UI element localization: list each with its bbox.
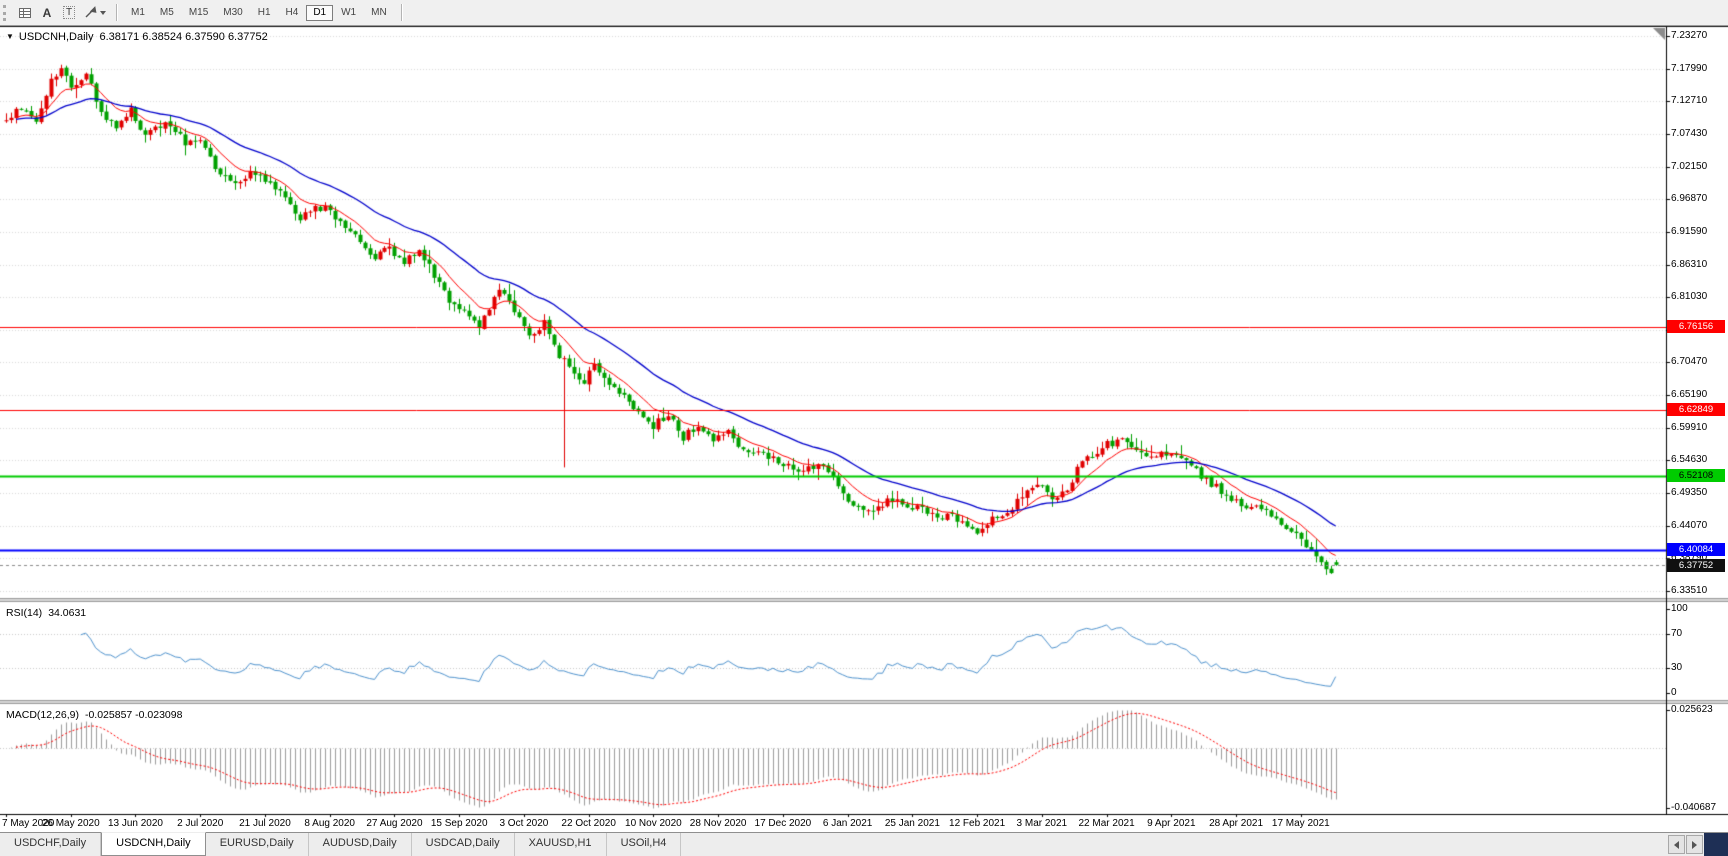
price-axis-label: 6.54630 <box>1671 454 1708 466</box>
hline-price-badge: 6.52108 <box>1667 469 1725 482</box>
date-axis-label: 17 May 2021 <box>1271 818 1330 829</box>
timeframe-w1[interactable]: W1 <box>334 5 363 21</box>
price-axis-label: 6.70470 <box>1671 356 1708 368</box>
chart-canvas[interactable] <box>0 0 1728 832</box>
date-axis-label: 27 Aug 2020 <box>366 818 423 829</box>
price-axis-label: 6.38790 <box>1671 552 1707 564</box>
text-label-tool-button[interactable]: A <box>37 3 57 23</box>
toolbar-separator <box>116 4 117 21</box>
collapse-arrow-icon[interactable]: ▼ <box>6 32 14 41</box>
arrows-tool-button[interactable] <box>81 3 109 23</box>
chart-tabs: USDCHF,Daily USDCNH,Daily EURUSD,Daily AUDU… <box>0 832 682 856</box>
date-axis-label: 28 Apr 2021 <box>1209 818 1264 829</box>
price-axis-label: 6.44070 <box>1671 519 1708 531</box>
dropdown-caret-icon <box>100 10 106 15</box>
right-arrow-icon <box>1692 840 1697 849</box>
date-axis-label: 10 Nov 2020 <box>625 818 682 829</box>
date-axis-label: 8 Aug 2020 <box>304 818 355 829</box>
textbox-tool-icon: T <box>62 6 76 19</box>
timeframe-h1[interactable]: H1 <box>251 5 278 21</box>
timeframe-h4[interactable]: H4 <box>279 5 306 21</box>
left-arrow-icon <box>1674 840 1679 849</box>
macd-indicator-label: MACD(12,26,9) -0.025857 -0.023098 <box>6 709 182 721</box>
date-axis-label: 22 Oct 2020 <box>561 818 616 829</box>
date-axis-label: 13 Jun 2020 <box>107 818 163 829</box>
rsi-axis-label: 30 <box>1671 661 1683 673</box>
date-axis-label: 3 Mar 2021 <box>1016 818 1068 829</box>
tab-usdcad-daily[interactable]: USDCAD,Daily <box>412 833 515 856</box>
date-axis-label: 3 Oct 2020 <box>499 818 549 829</box>
timeframe-d1[interactable]: D1 <box>306 4 334 21</box>
timeframe-m1[interactable]: M1 <box>124 5 152 21</box>
price-axis-label: 6.49350 <box>1671 487 1708 499</box>
date-axis-label: 17 Dec 2020 <box>754 818 812 829</box>
price-axis-label: 6.81030 <box>1671 291 1708 303</box>
macd-name: MACD(12,26,9) <box>6 709 79 721</box>
price-axis-label: 7.12710 <box>1671 95 1708 107</box>
text-box-tool-button[interactable]: T <box>59 3 79 23</box>
price-axis-label: 7.02150 <box>1671 160 1708 172</box>
date-axis-label: 21 Jul 2020 <box>239 818 291 829</box>
chart-title: ▼ USDCNH,Daily 6.38171 6.38524 6.37590 6.3… <box>6 31 268 43</box>
date-axis-label: 25 Jan 2021 <box>884 818 940 829</box>
timeframe-m5[interactable]: M5 <box>153 5 181 21</box>
price-axis-label: 7.23270 <box>1671 29 1708 41</box>
tabs-scroll-left-button[interactable] <box>1668 835 1685 854</box>
price-axis-label: 6.96870 <box>1671 193 1708 205</box>
date-axis-label: 22 Mar 2021 <box>1078 818 1135 829</box>
price-axis-label: 6.86310 <box>1671 258 1708 270</box>
macd-axis-label: 0.025623 <box>1671 704 1713 715</box>
timeframe-mn[interactable]: MN <box>364 5 394 21</box>
toolbar-grip-handle[interactable] <box>3 4 9 21</box>
price-axis-label: 6.65190 <box>1671 389 1708 401</box>
ohlc-values: 6.38171 6.38524 6.37590 6.37752 <box>99 31 268 43</box>
date-axis-label: 2 Jul 2020 <box>177 818 224 829</box>
tab-audusd-daily[interactable]: AUDUSD,Daily <box>309 833 412 856</box>
date-axis-label: 12 Feb 2021 <box>949 818 1006 829</box>
rsi-name: RSI(14) <box>6 607 43 619</box>
rsi-axis-label: 100 <box>1671 603 1688 614</box>
price-axis-label: 7.17990 <box>1671 62 1708 74</box>
timeframe-toolbar: M1 M5 M15 M30 H1 H4 D1 W1 MN <box>124 4 394 21</box>
macd-values: -0.025857 -0.023098 <box>84 709 183 721</box>
tab-eurusd-daily[interactable]: EURUSD,Daily <box>206 833 309 856</box>
tab-usdcnh-daily[interactable]: USDCNH,Daily <box>101 832 206 856</box>
current-price-badge: 6.37752 <box>1667 558 1725 572</box>
price-axis-label: 6.91590 <box>1671 225 1708 237</box>
symbol-name: USDCNH,Daily <box>18 31 94 43</box>
hline-price-badge: 6.40084 <box>1667 543 1725 557</box>
macd-axis-label: -0.040687 <box>1671 802 1717 813</box>
tab-usoil-h4[interactable]: USOil,H4 <box>607 833 682 856</box>
tab-usdchf-daily[interactable]: USDCHF,Daily <box>0 833 102 856</box>
timeframe-m15[interactable]: M15 <box>182 5 215 21</box>
tabs-scroll-right-button[interactable] <box>1686 835 1703 854</box>
price-axis-label: 7.07430 <box>1671 127 1708 139</box>
rsi-value: 34.0631 <box>48 607 87 619</box>
text-tool-icon: A <box>42 5 52 20</box>
price-axis-label: 6.33510 <box>1671 585 1708 596</box>
chart-tab-bar: USDCHF,Daily USDCNH,Daily EURUSD,Daily AUDU… <box>0 832 1728 856</box>
date-axis-label: 15 Sep 2020 <box>430 818 488 829</box>
price-axis-label: 6.59910 <box>1671 421 1708 433</box>
date-axis-label: 7 May 2020 <box>2 818 55 829</box>
hline-price-badge: 6.62849 <box>1667 402 1725 416</box>
arrow-tool-icon <box>85 6 97 18</box>
date-axis-label: 6 Jan 2021 <box>822 818 873 829</box>
date-axis-label: 9 Apr 2021 <box>1147 818 1196 829</box>
timeframe-m30[interactable]: M30 <box>216 5 249 21</box>
toolbar-separator <box>400 4 402 21</box>
tab-scroll-controls <box>1668 832 1728 856</box>
tab-xauusd-h1[interactable]: XAUUSD,H1 <box>515 833 607 856</box>
rsi-axis-label: 0 <box>1671 687 1677 698</box>
grid-icon <box>19 7 31 18</box>
toolbar: A T M1 M5 M15 M30 H1 H4 D1 W1 MN <box>0 0 1728 26</box>
rsi-axis-label: 70 <box>1671 628 1683 640</box>
rsi-indicator-label: RSI(14) 34.0631 <box>6 607 86 619</box>
date-axis-label: 26 May 2020 <box>41 818 100 829</box>
chart-grid-icon[interactable] <box>15 3 35 23</box>
window-corner-block <box>1704 832 1728 856</box>
hline-price-badge: 6.76156 <box>1667 320 1725 334</box>
date-axis-label: 28 Nov 2020 <box>689 818 747 829</box>
